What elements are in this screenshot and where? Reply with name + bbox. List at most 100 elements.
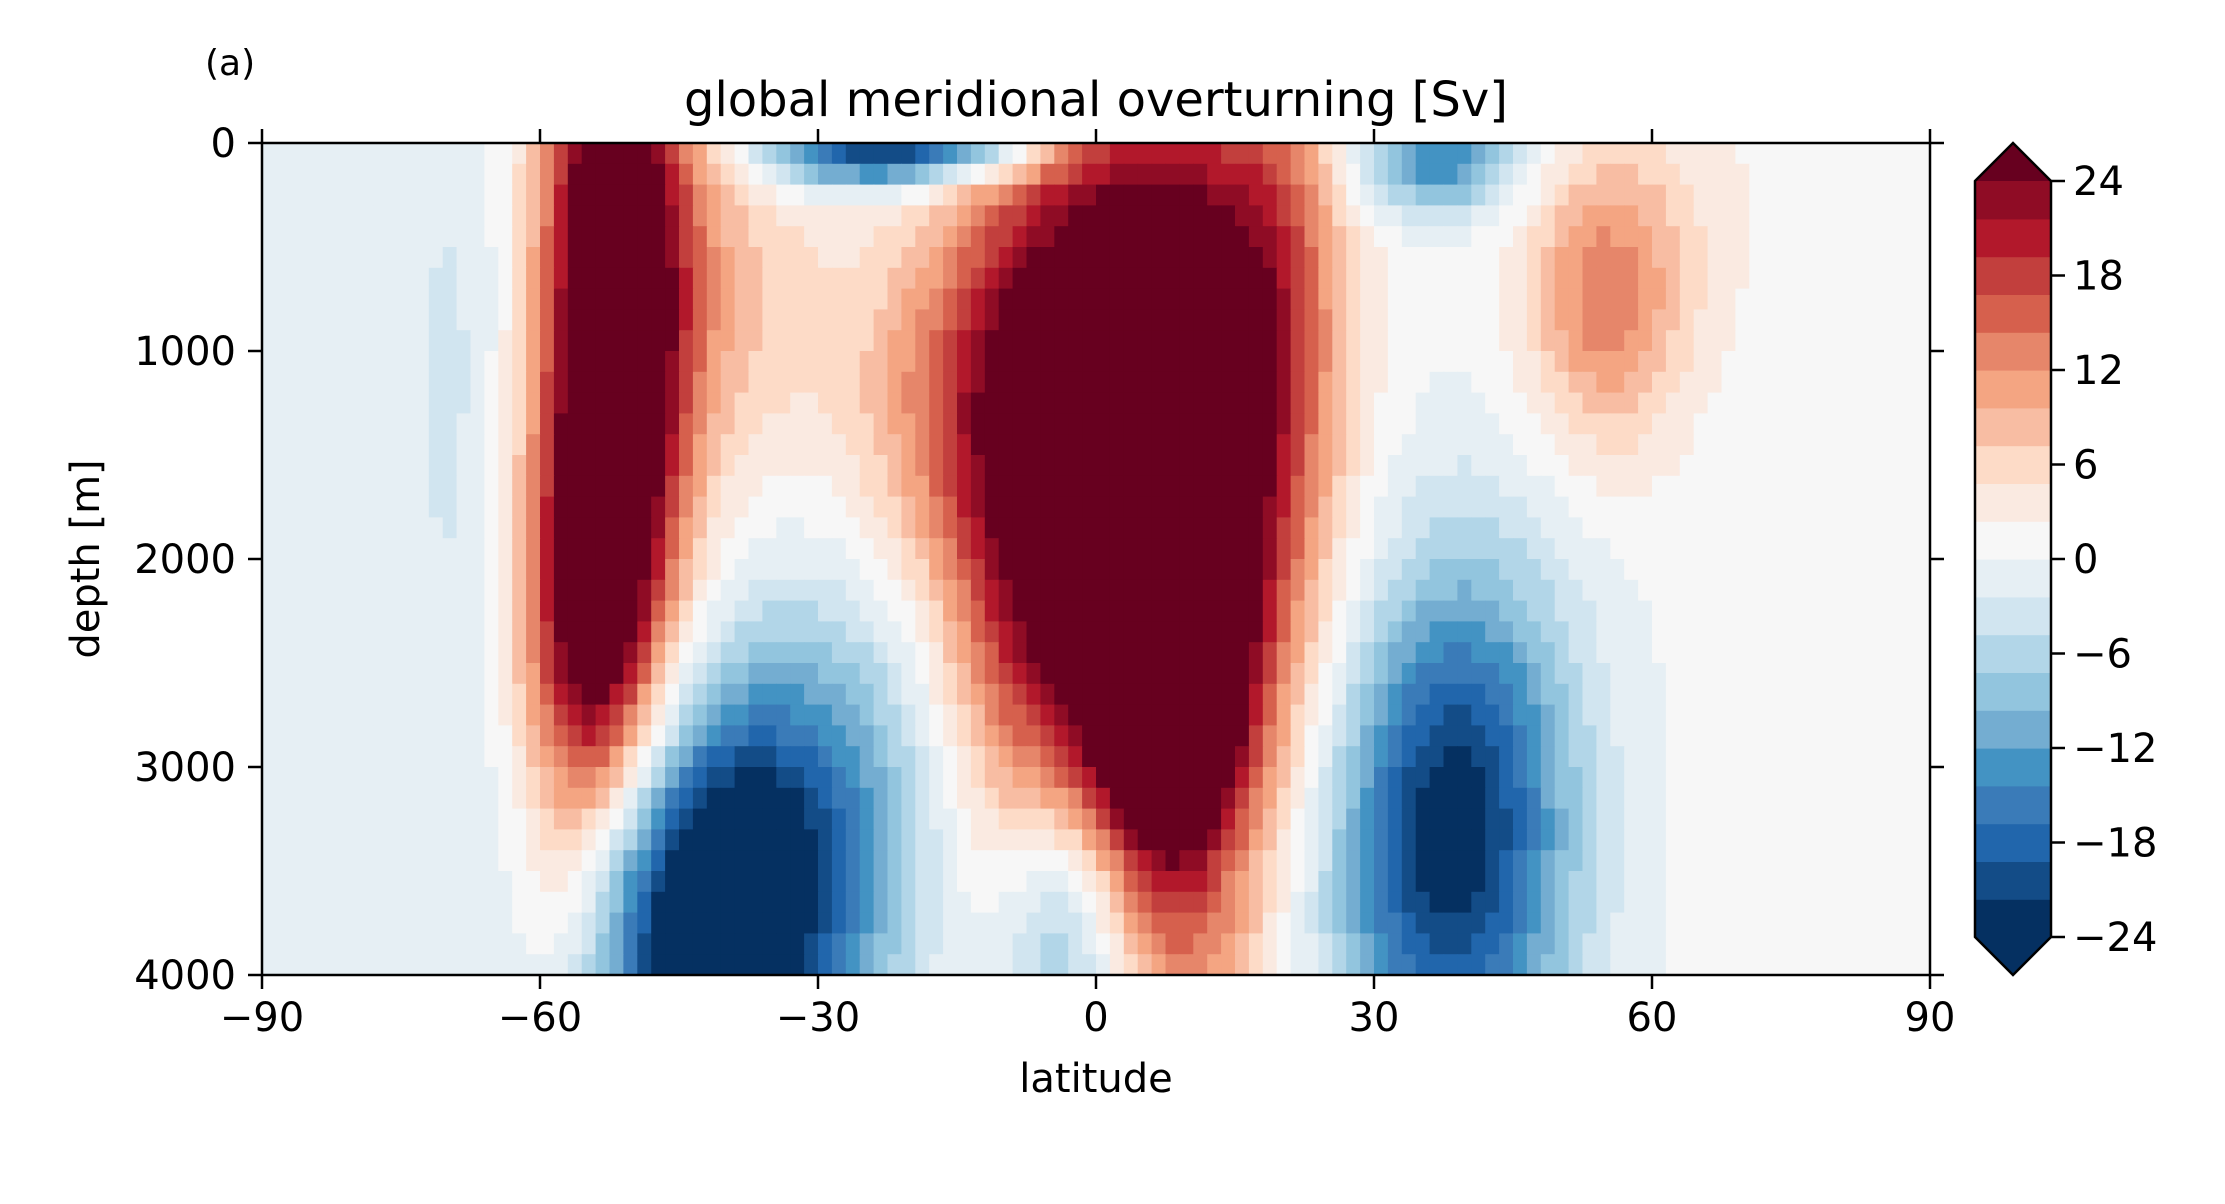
heatmap-cell: [1763, 226, 1778, 248]
heatmap-cell: [1374, 351, 1389, 373]
heatmap-cell: [1832, 538, 1848, 560]
heatmap-cell: [1012, 309, 1028, 331]
heatmap-cell: [1902, 829, 1917, 851]
heatmap-cell: [387, 434, 402, 456]
heatmap-cell: [929, 496, 944, 518]
heatmap-cell: [790, 226, 805, 248]
heatmap-cell: [1707, 434, 1723, 456]
heatmap-cell: [1652, 933, 1667, 955]
heatmap-cell: [1749, 871, 1764, 893]
heatmap-cell: [595, 330, 611, 352]
heatmap-cell: [456, 850, 472, 872]
heatmap-cell: [317, 309, 333, 331]
heatmap-cell: [1179, 559, 1194, 581]
heatmap-cell: [1248, 309, 1264, 331]
heatmap-cell: [720, 330, 736, 352]
heatmap-cell: [401, 392, 416, 414]
heatmap-cell: [776, 725, 791, 747]
heatmap-cell: [595, 829, 611, 851]
heatmap-cell: [762, 767, 777, 789]
heatmap-cell: [1276, 455, 1292, 477]
heatmap-cell: [442, 787, 458, 810]
heatmap-cell: [859, 309, 875, 331]
heatmap-cell: [734, 309, 750, 331]
heatmap-cell: [456, 912, 472, 934]
heatmap-cell: [1429, 579, 1445, 602]
heatmap-cell: [373, 392, 388, 414]
heatmap-cell: [484, 725, 499, 747]
heatmap-cell: [401, 600, 416, 622]
heatmap-cell: [317, 184, 333, 206]
heatmap-cell: [859, 434, 875, 456]
heatmap-cell: [790, 704, 805, 726]
heatmap-cell: [1221, 392, 1236, 414]
heatmap-cell: [1846, 725, 1862, 747]
heatmap-cell: [706, 683, 722, 706]
heatmap-cell: [1888, 143, 1903, 165]
heatmap-cell: [1471, 371, 1486, 394]
heatmap-cell: [1262, 309, 1278, 331]
heatmap-cell: [498, 933, 513, 955]
heatmap-cell: [623, 704, 638, 726]
heatmap-cell: [1791, 621, 1806, 643]
heatmap-cell: [401, 413, 416, 435]
heatmap-cell: [1123, 143, 1139, 165]
heatmap-cell: [887, 891, 902, 914]
heatmap-cell: [1818, 371, 1834, 394]
heatmap-cell: [1332, 143, 1347, 165]
heatmap-cell: [720, 767, 736, 789]
heatmap-cell: [1791, 371, 1806, 394]
heatmap-cell: [804, 163, 819, 186]
heatmap-cell: [623, 496, 638, 518]
heatmap-cell: [1735, 704, 1750, 726]
heatmap-cell: [1109, 226, 1125, 248]
heatmap-cell: [887, 600, 902, 622]
heatmap-cell: [1652, 330, 1667, 352]
heatmap-cell: [1109, 434, 1125, 456]
heatmap-cell: [915, 642, 930, 664]
heatmap-cell: [1874, 850, 1889, 872]
heatmap-cell: [1068, 475, 1083, 498]
heatmap-cell: [414, 642, 430, 664]
heatmap-cell: [317, 954, 333, 976]
heatmap-cell: [1068, 767, 1083, 789]
heatmap-cell: [456, 517, 472, 539]
heatmap-cell: [1860, 288, 1875, 310]
heatmap-cell: [428, 559, 444, 581]
heatmap-cell: [637, 829, 652, 851]
heatmap-cell: [303, 413, 319, 435]
heatmap-cell: [692, 808, 708, 830]
heatmap-cell: [581, 725, 597, 747]
heatmap-cell: [1568, 787, 1584, 810]
heatmap-cell: [1721, 330, 1736, 352]
heatmap-cell: [1443, 205, 1458, 227]
heatmap-cell: [484, 288, 499, 310]
heatmap-cell: [776, 371, 791, 394]
heatmap-cell: [1193, 746, 1208, 768]
heatmap-cell: [1471, 330, 1486, 352]
heatmap-cell: [957, 309, 972, 331]
heatmap-cell: [1429, 725, 1445, 747]
heatmap-cell: [1429, 933, 1445, 955]
heatmap-cell: [1513, 475, 1528, 498]
heatmap-cell: [609, 559, 624, 581]
heatmap-cell: [1374, 330, 1389, 352]
heatmap-cell: [1679, 663, 1695, 685]
heatmap-cell: [345, 767, 360, 789]
heatmap-cell: [1693, 205, 1709, 227]
heatmap-cell: [1526, 247, 1542, 269]
heatmap-cell: [345, 538, 360, 560]
heatmap-cell: [776, 184, 791, 206]
heatmap-cell: [859, 808, 875, 830]
heatmap-cell: [401, 767, 416, 789]
heatmap-cell: [1193, 475, 1208, 498]
heatmap-cell: [1387, 330, 1403, 352]
heatmap-cell: [1318, 330, 1333, 352]
heatmap-cell: [1360, 683, 1375, 706]
heatmap-cell: [1832, 392, 1848, 414]
heatmap-cell: [1513, 143, 1528, 165]
heatmap-cell: [470, 621, 485, 643]
heatmap-cell: [1276, 288, 1292, 310]
heatmap-cell: [456, 954, 472, 976]
heatmap-cell: [1874, 392, 1889, 414]
